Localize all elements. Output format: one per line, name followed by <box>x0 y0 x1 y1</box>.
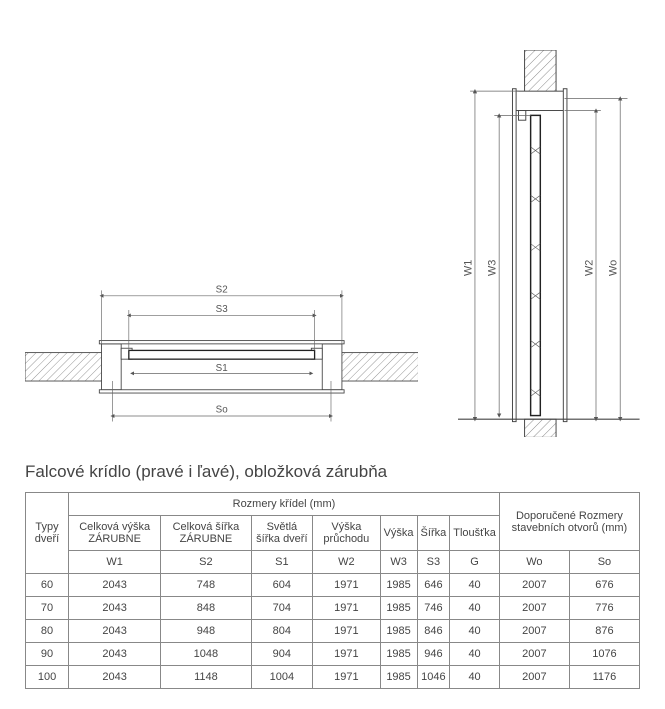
col-sym: Wo <box>499 551 569 574</box>
cell-value: 1076 <box>569 643 639 666</box>
cell-type: 90 <box>26 643 69 666</box>
cell-value: 1971 <box>313 620 380 643</box>
cell-value: 876 <box>569 620 639 643</box>
cell-value: 2007 <box>499 597 569 620</box>
col-sym: G <box>450 551 500 574</box>
diagrams-area: S2 S3 S1 So <box>25 50 640 437</box>
cell-value: 646 <box>417 574 450 597</box>
col-label: Celková výška ZÁRUBNE <box>69 516 161 551</box>
cell-value: 748 <box>161 574 251 597</box>
col-group-kridla: Rozmery křídel (mm) <box>69 493 500 516</box>
side-view-diagram: W1 W3 W2 Wo <box>458 50 640 437</box>
cell-type: 100 <box>26 666 69 689</box>
col-sym: S2 <box>161 551 251 574</box>
col-types: Typy dveří <box>26 493 69 574</box>
cell-value: 1046 <box>417 666 450 689</box>
cell-value: 904 <box>251 643 313 666</box>
col-label: Výška <box>380 516 417 551</box>
cell-value: 804 <box>251 620 313 643</box>
col-label: Výška průchodu <box>313 516 380 551</box>
label-w1: W1 <box>463 260 475 276</box>
cell-value: 2007 <box>499 643 569 666</box>
cell-value: 846 <box>417 620 450 643</box>
cell-value: 746 <box>417 597 450 620</box>
col-sym: S1 <box>251 551 313 574</box>
cell-value: 40 <box>450 666 500 689</box>
table-row: 1002043114810041971198510464020071176 <box>26 666 640 689</box>
label-so: So <box>216 404 229 415</box>
table-row: 60204374860419711985646402007676 <box>26 574 640 597</box>
cell-value: 2043 <box>69 620 161 643</box>
cell-value: 1048 <box>161 643 251 666</box>
cell-value: 1971 <box>313 666 380 689</box>
col-label: Světlá šířka dveří <box>251 516 313 551</box>
label-wo: Wo <box>608 260 620 276</box>
cell-value: 1971 <box>313 643 380 666</box>
cell-value: 1004 <box>251 666 313 689</box>
cell-value: 1971 <box>313 574 380 597</box>
table-row: 9020431048904197119859464020071076 <box>26 643 640 666</box>
col-sym: S3 <box>417 551 450 574</box>
cell-value: 2007 <box>499 620 569 643</box>
cell-value: 704 <box>251 597 313 620</box>
cell-value: 1985 <box>380 597 417 620</box>
cell-value: 2007 <box>499 574 569 597</box>
cell-type: 70 <box>26 597 69 620</box>
col-sym: So <box>569 551 639 574</box>
cell-value: 1176 <box>569 666 639 689</box>
label-s3: S3 <box>216 304 229 315</box>
cell-value: 40 <box>450 574 500 597</box>
cell-value: 948 <box>161 620 251 643</box>
col-label: Celková šířka ZÁRUBNE <box>161 516 251 551</box>
table-row: 80204394880419711985846402007876 <box>26 620 640 643</box>
cell-value: 676 <box>569 574 639 597</box>
page-title: Falcové krídlo (pravé i ľavé), obložková… <box>25 462 640 482</box>
label-w2: W2 <box>584 260 596 276</box>
label-s2: S2 <box>216 284 228 295</box>
cell-value: 1985 <box>380 643 417 666</box>
cell-value: 2043 <box>69 597 161 620</box>
cell-value: 2043 <box>69 666 161 689</box>
cell-type: 80 <box>26 620 69 643</box>
cell-value: 776 <box>569 597 639 620</box>
cell-value: 604 <box>251 574 313 597</box>
col-label: Šířka <box>417 516 450 551</box>
cell-value: 40 <box>450 620 500 643</box>
label-w3: W3 <box>487 260 499 276</box>
cell-value: 40 <box>450 597 500 620</box>
dimensions-table: Typy dveří Rozmery křídel (mm) Doporučen… <box>25 492 640 689</box>
cell-value: 2043 <box>69 643 161 666</box>
col-group-otvoru: Doporučené Rozmery stavebních otvorů (mm… <box>499 493 639 551</box>
label-s1: S1 <box>216 363 228 374</box>
top-view-diagram: S2 S3 S1 So <box>25 263 418 438</box>
table-row: 70204384870419711985746402007776 <box>26 597 640 620</box>
cell-value: 1985 <box>380 574 417 597</box>
cell-value: 2043 <box>69 574 161 597</box>
cell-value: 946 <box>417 643 450 666</box>
cell-value: 1148 <box>161 666 251 689</box>
col-sym: W3 <box>380 551 417 574</box>
cell-value: 1985 <box>380 666 417 689</box>
col-sym: W2 <box>313 551 380 574</box>
cell-type: 60 <box>26 574 69 597</box>
cell-value: 1985 <box>380 620 417 643</box>
cell-value: 2007 <box>499 666 569 689</box>
cell-value: 848 <box>161 597 251 620</box>
cell-value: 1971 <box>313 597 380 620</box>
cell-value: 40 <box>450 643 500 666</box>
col-sym: W1 <box>69 551 161 574</box>
col-label: Tloušťka <box>450 516 500 551</box>
